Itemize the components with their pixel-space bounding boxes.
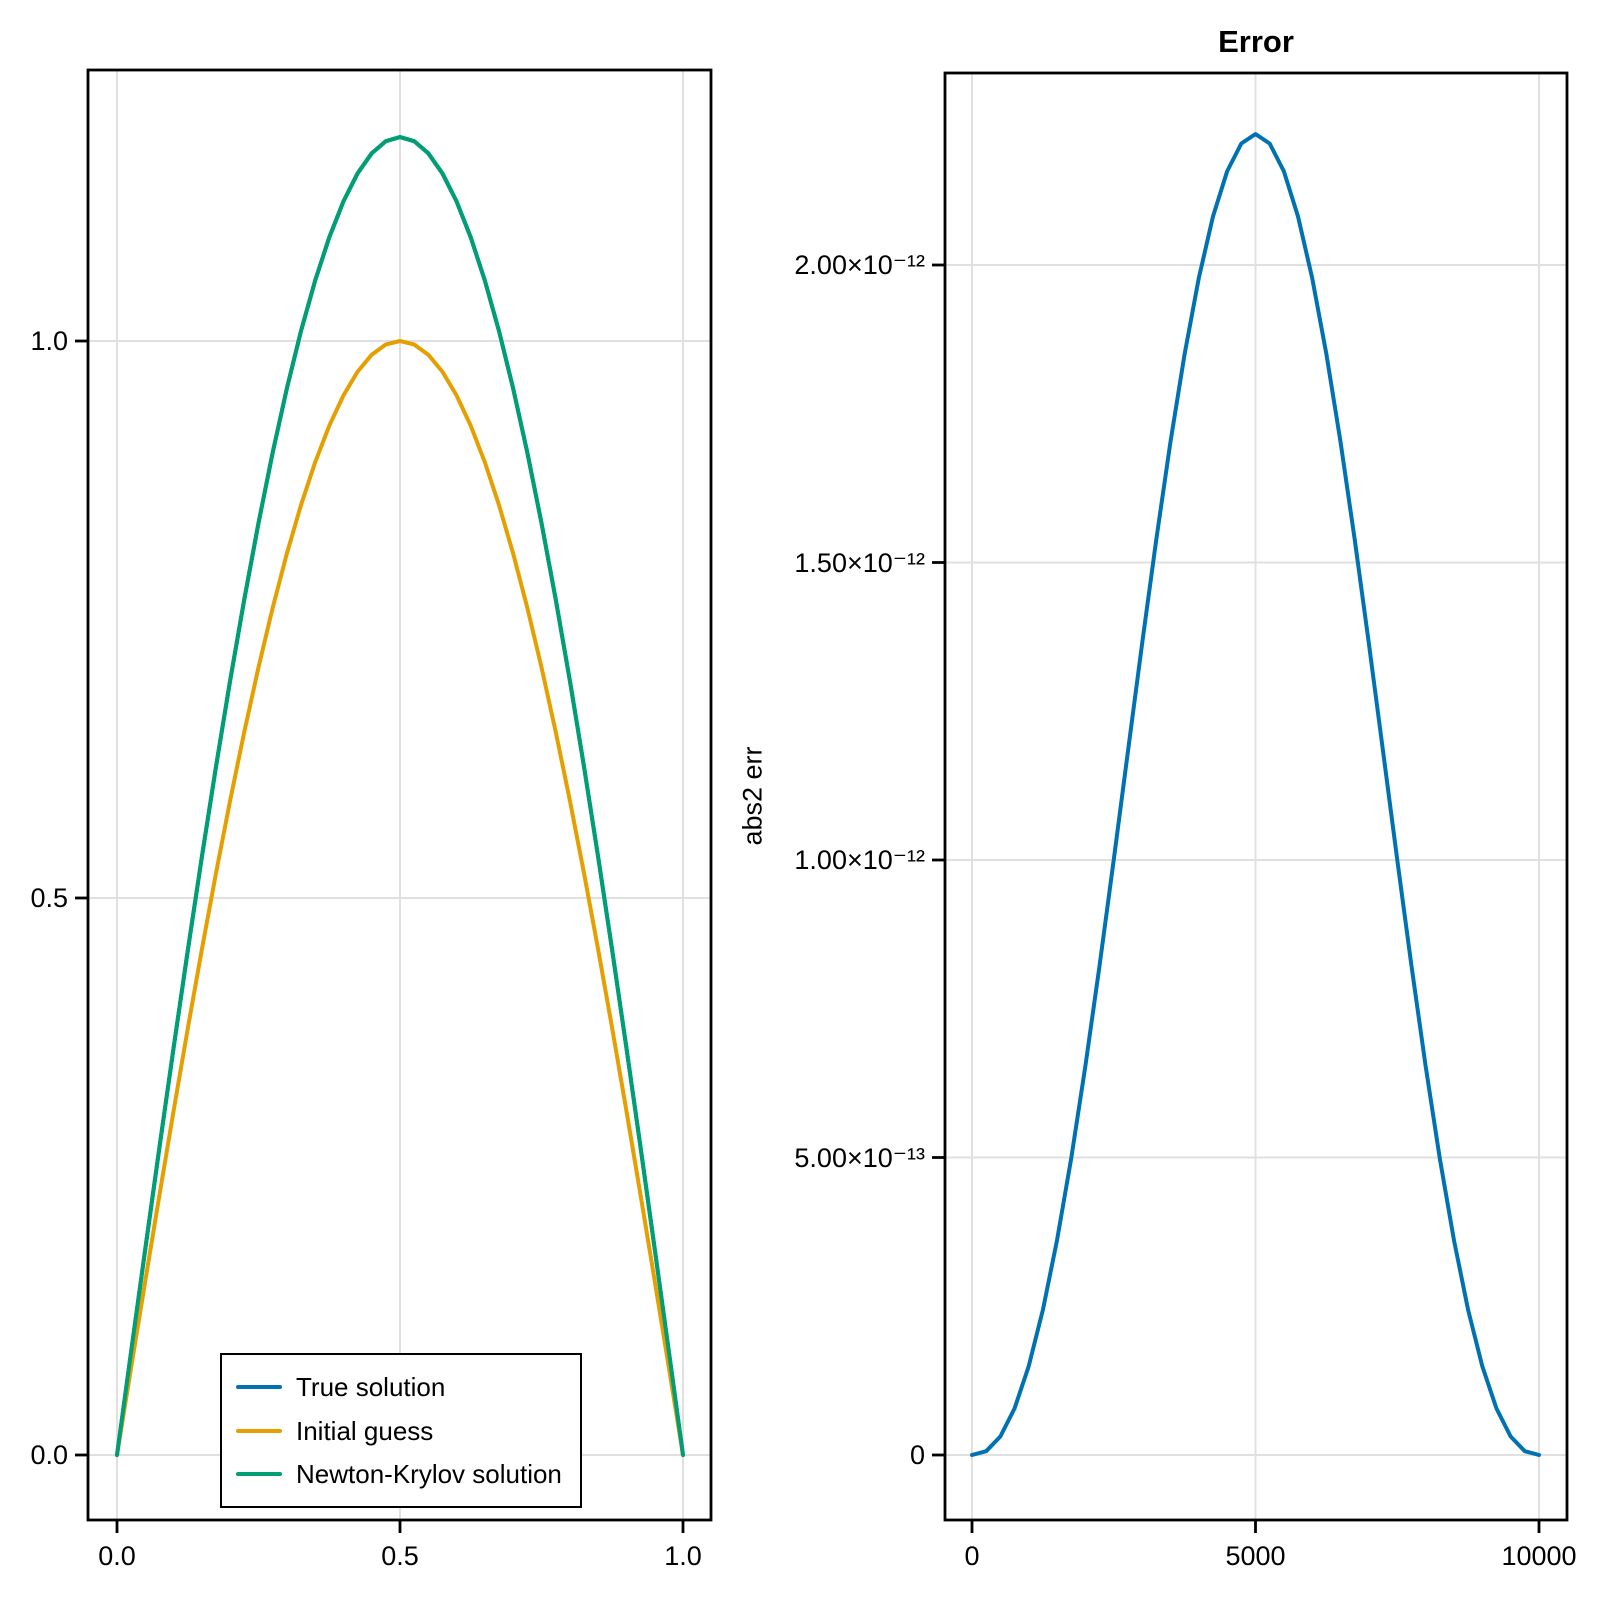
x-tick-label: 0.0 — [98, 1541, 136, 1571]
legend: True solution Initial guess Newton-Krylo… — [220, 1353, 582, 1508]
legend-entry-newton-krylov: Newton-Krylov solution — [236, 1459, 566, 1489]
legend-label: Initial guess — [296, 1415, 434, 1446]
legend-label: Newton-Krylov solution — [296, 1458, 562, 1489]
x-tick-label: 5000 — [1225, 1541, 1286, 1571]
right-plot-title: Error — [1218, 24, 1294, 59]
legend-line-swatch-blue — [236, 1385, 282, 1390]
legend-label: True solution — [296, 1372, 446, 1403]
x-tick-label: 10000 — [1501, 1541, 1577, 1571]
legend-entry-true-solution: True solution — [236, 1372, 566, 1402]
x-tick-label: 0.5 — [381, 1541, 419, 1571]
y-tick-label: 1.50×10⁻¹² — [794, 547, 925, 578]
y-tick-label: 1.0 — [30, 326, 68, 356]
series-line-initial-guess — [115, 339, 685, 1457]
series-line-newton-krylov-solution — [115, 135, 685, 1457]
legend-line-swatch-green — [236, 1471, 282, 1476]
y-tick-label: 0 — [909, 1440, 925, 1470]
y-tick-label: 1.00×10⁻¹² — [794, 845, 925, 875]
y-tick-label: 2.00×10⁻¹² — [794, 250, 925, 280]
y-tick-label: 0.5 — [30, 883, 68, 913]
y-tick-label: 5.00×10⁻¹³ — [794, 1142, 925, 1173]
legend-entry-initial-guess: Initial guess — [236, 1416, 566, 1446]
x-tick-label: 0 — [964, 1541, 980, 1571]
legend-line-swatch-orange — [236, 1428, 282, 1433]
right-plot-ylabel: abs2 err — [737, 746, 768, 846]
x-tick-label: 1.0 — [664, 1541, 702, 1571]
y-tick-label: 0.0 — [30, 1440, 68, 1470]
series-line-abs2-err — [970, 132, 1541, 1457]
